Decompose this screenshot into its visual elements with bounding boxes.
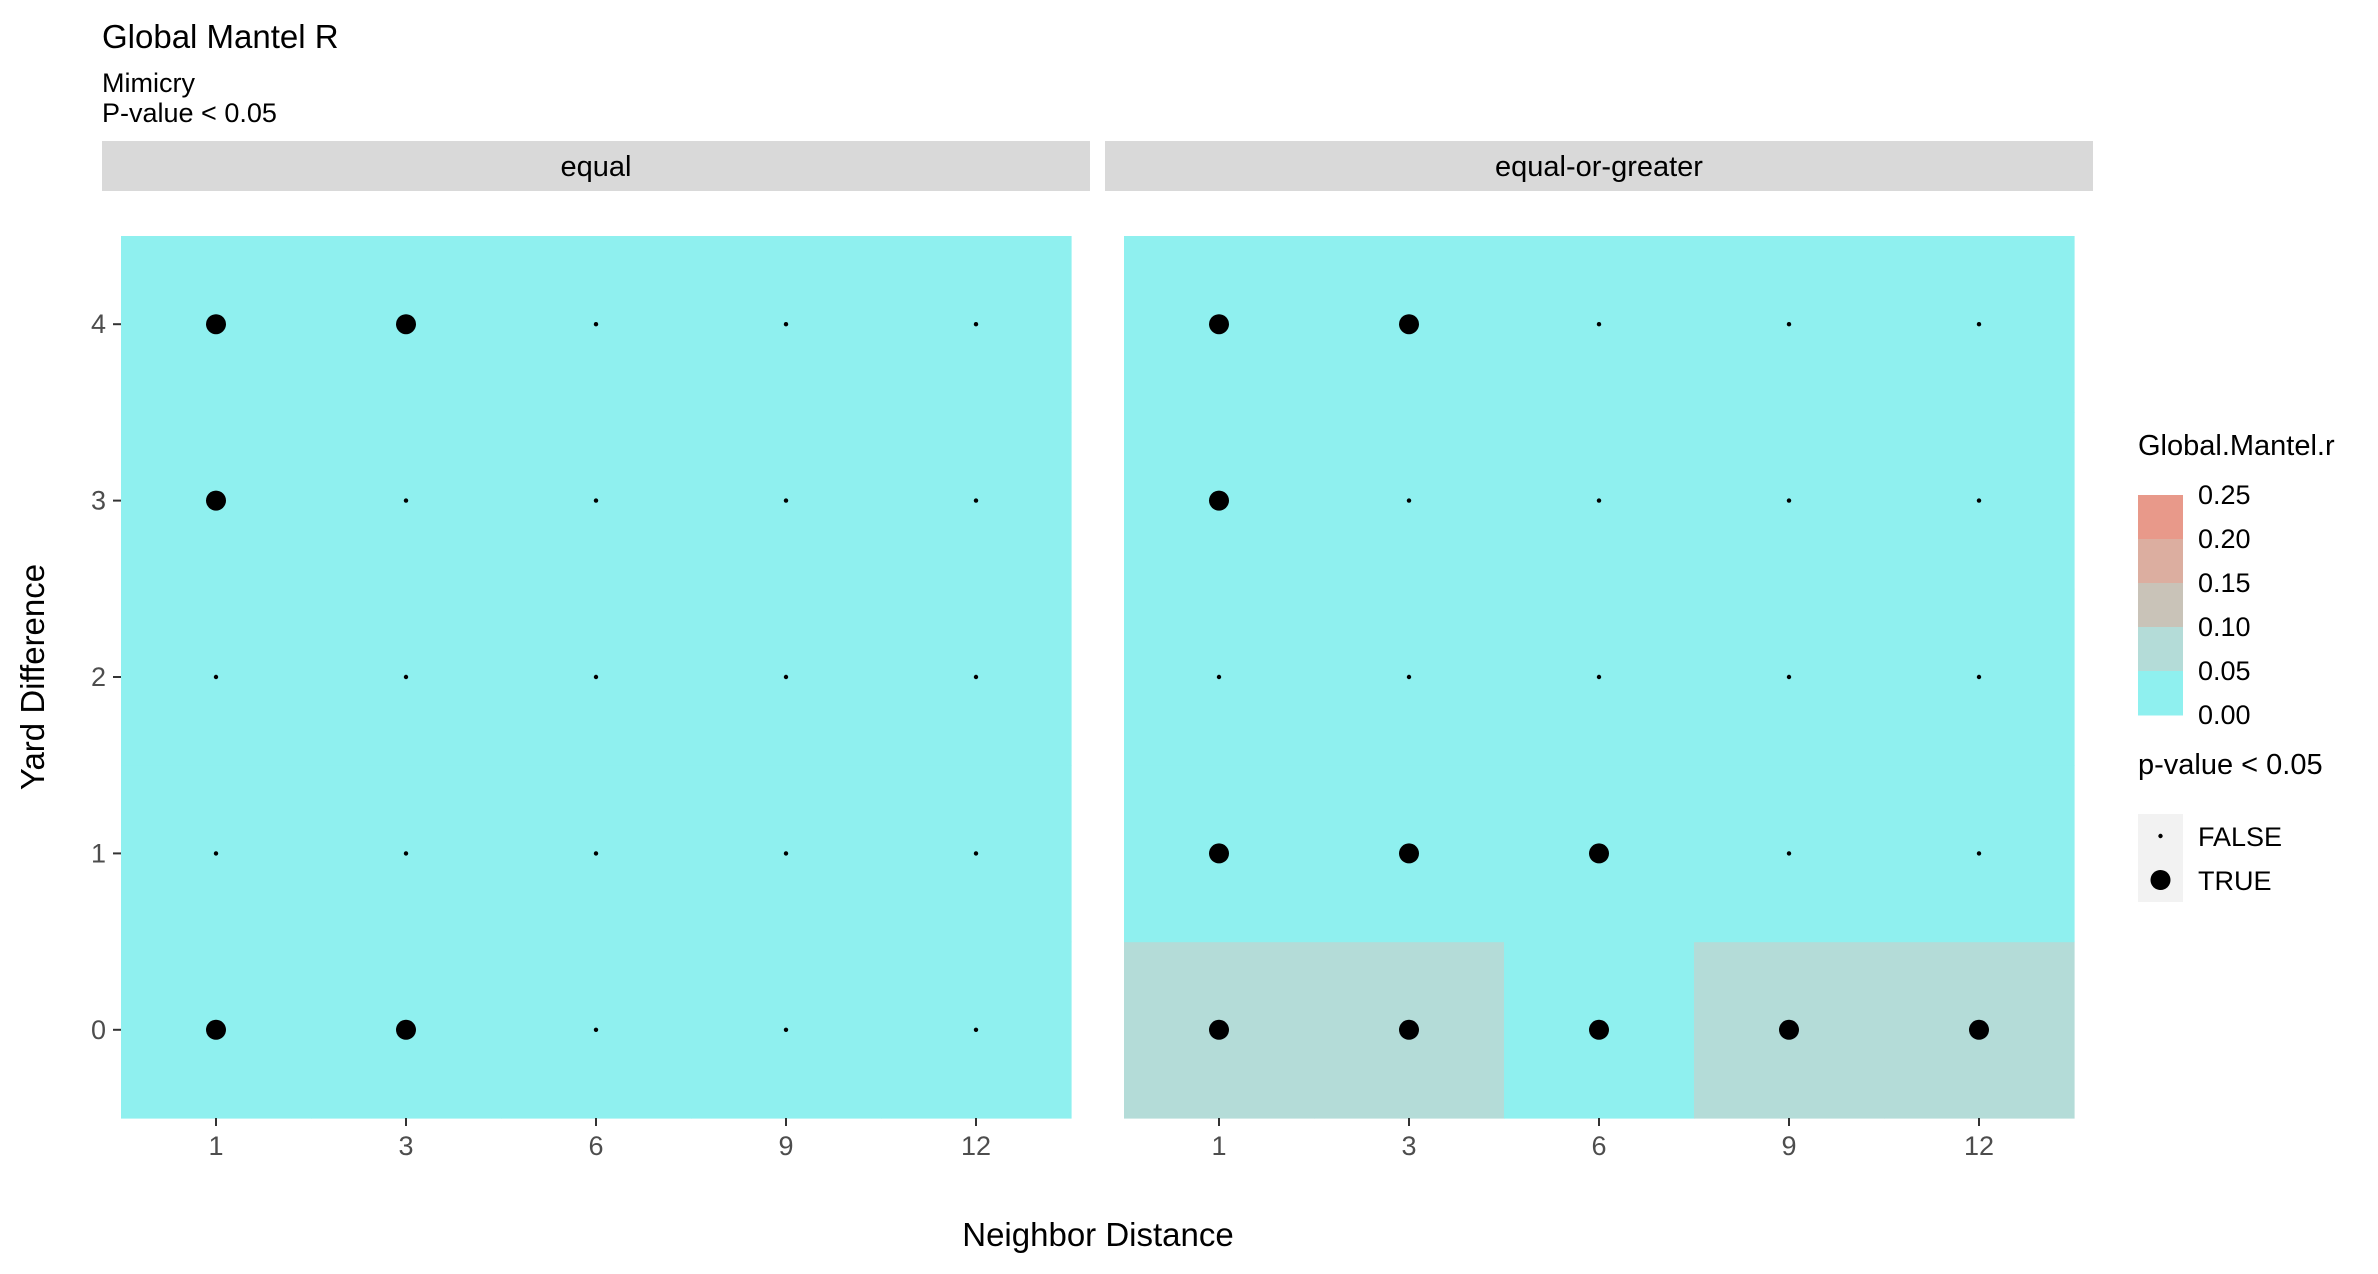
chart-subtitle-line-1: Mimicry <box>102 68 195 98</box>
point-not-significant <box>1786 322 1792 327</box>
legend-size-point <box>2158 833 2163 839</box>
y-tick-label: 4 <box>91 309 106 339</box>
point-not-significant <box>783 674 789 680</box>
x-tick-label: 1 <box>1211 1131 1226 1161</box>
x-tick-label: 1 <box>208 1131 223 1161</box>
point-significant <box>1209 314 1229 335</box>
point-significant <box>1399 1019 1419 1040</box>
facet-strip-label: equal <box>561 151 632 183</box>
legend-fill-swatch <box>2138 671 2183 716</box>
point-not-significant <box>1216 674 1222 680</box>
legend-fill-break-label: 0.20 <box>2198 524 2251 554</box>
facet-panel-equal: equal 1 3 6 9 12 <box>102 141 1090 1161</box>
y-axis-label: Yard Difference <box>14 564 51 790</box>
chart-subtitle-line-2: P-value < 0.05 <box>102 98 277 128</box>
point-not-significant <box>973 674 979 680</box>
point-significant <box>1399 843 1419 864</box>
legend: Global.Mantel.r 0.25 0.20 0.15 0.10 0.05 0.00… <box>2138 430 2335 902</box>
legend-fill-swatch <box>2138 495 2183 540</box>
point-not-significant <box>1596 674 1602 680</box>
point-not-significant <box>593 1027 599 1033</box>
x-tick-label: 9 <box>778 1131 793 1161</box>
point-not-significant <box>593 322 599 327</box>
facet-strip <box>102 141 1090 191</box>
point-not-significant <box>1786 498 1792 503</box>
point-not-significant <box>213 851 219 856</box>
legend-size-point <box>2150 870 2171 890</box>
facet-strip <box>1105 141 2093 191</box>
legend-fill-swatch <box>2138 583 2183 628</box>
point-significant <box>1209 843 1229 864</box>
point-not-significant <box>973 851 979 856</box>
point-significant <box>396 1019 416 1040</box>
point-not-significant <box>783 498 789 503</box>
x-tick-label: 6 <box>588 1131 603 1161</box>
point-not-significant <box>1596 498 1602 503</box>
point-not-significant <box>1976 498 1982 503</box>
legend-fill-break-label: 0.15 <box>2198 568 2251 598</box>
point-not-significant <box>1596 322 1602 327</box>
legend-fill-swatch <box>2138 627 2183 672</box>
point-significant <box>206 314 226 335</box>
point-not-significant <box>213 674 219 680</box>
point-significant <box>206 1019 226 1040</box>
point-not-significant <box>403 674 409 680</box>
point-not-significant <box>403 851 409 856</box>
point-not-significant <box>593 851 599 856</box>
chart-title: Global Mantel R <box>102 18 339 55</box>
x-tick-label: 3 <box>1401 1131 1416 1161</box>
legend-fill-break-label: 0.00 <box>2198 700 2251 730</box>
point-significant <box>1209 1019 1229 1040</box>
point-not-significant <box>1786 851 1792 856</box>
point-significant <box>1779 1019 1799 1040</box>
legend-size-label: TRUE <box>2198 866 2272 896</box>
point-not-significant <box>1406 674 1412 680</box>
x-tick-label: 12 <box>1964 1131 1994 1161</box>
point-not-significant <box>783 322 789 327</box>
point-not-significant <box>1976 851 1982 856</box>
x-tick-label: 12 <box>961 1131 991 1161</box>
point-not-significant <box>973 322 979 327</box>
legend-fill-colorbar: 0.25 0.20 0.15 0.10 0.05 0.00 <box>2138 480 2251 730</box>
point-significant <box>1399 314 1419 335</box>
point-significant <box>1589 843 1609 864</box>
y-tick-label: 2 <box>91 662 106 692</box>
point-not-significant <box>1976 674 1982 680</box>
y-tick-label: 1 <box>91 838 106 868</box>
legend-fill-break-label: 0.05 <box>2198 656 2251 686</box>
legend-size-label: FALSE <box>2198 822 2282 852</box>
point-not-significant <box>973 1027 979 1033</box>
facet-strip-label: equal-or-greater <box>1495 151 1703 183</box>
point-significant <box>396 314 416 335</box>
point-significant <box>1589 1019 1609 1040</box>
legend-fill-swatch <box>2138 539 2183 584</box>
point-not-significant <box>973 498 979 503</box>
facet-panel-equal-or-greater: equal-or-greater 1 3 6 9 12 <box>1105 141 2093 1161</box>
point-significant <box>206 490 226 511</box>
point-not-significant <box>783 851 789 856</box>
legend-fill-break-label: 0.10 <box>2198 612 2251 642</box>
point-not-significant <box>1976 322 1982 327</box>
point-not-significant <box>403 498 409 503</box>
point-not-significant <box>1786 674 1792 680</box>
y-axis: 0 1 2 3 4 <box>91 309 121 1045</box>
legend-size-keys: FALSE TRUE <box>2138 814 2282 902</box>
y-tick-label: 3 <box>91 486 106 516</box>
x-tick-label: 3 <box>398 1131 413 1161</box>
legend-fill-title: Global.Mantel.r <box>2138 430 2335 462</box>
x-tick-label: 9 <box>1781 1131 1796 1161</box>
point-significant <box>1209 490 1229 511</box>
legend-size-title: p-value < 0.05 <box>2138 749 2323 781</box>
x-axis-label: Neighbor Distance <box>962 1216 1233 1253</box>
point-not-significant <box>1406 498 1412 503</box>
y-tick-label: 0 <box>91 1015 106 1045</box>
x-tick-label: 6 <box>1591 1131 1606 1161</box>
legend-fill-break-label: 0.25 <box>2198 480 2251 510</box>
point-not-significant <box>593 674 599 680</box>
point-not-significant <box>783 1027 789 1033</box>
point-not-significant <box>593 498 599 503</box>
point-significant <box>1969 1019 1989 1040</box>
